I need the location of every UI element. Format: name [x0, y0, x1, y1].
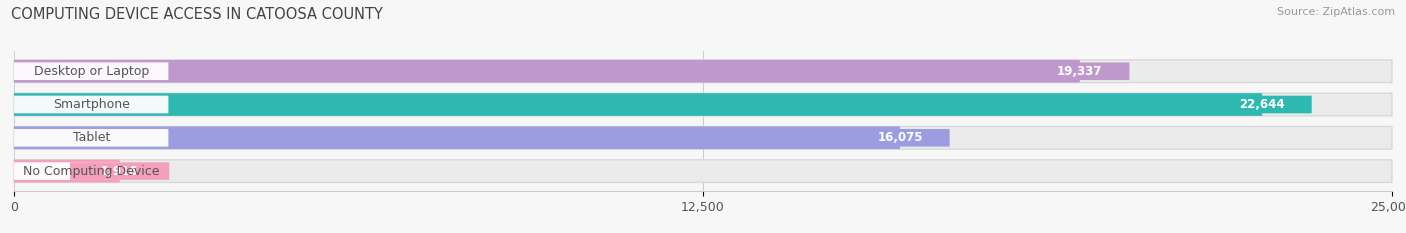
Text: 16,075: 16,075 [877, 131, 922, 144]
FancyBboxPatch shape [14, 129, 169, 147]
Text: 22,644: 22,644 [1239, 98, 1285, 111]
FancyBboxPatch shape [14, 162, 169, 180]
FancyBboxPatch shape [14, 93, 1392, 116]
Text: Desktop or Laptop: Desktop or Laptop [34, 65, 149, 78]
FancyBboxPatch shape [14, 60, 1080, 82]
FancyBboxPatch shape [14, 96, 169, 113]
Text: 19,337: 19,337 [1057, 65, 1102, 78]
FancyBboxPatch shape [1212, 96, 1312, 113]
FancyBboxPatch shape [70, 162, 169, 180]
FancyBboxPatch shape [14, 62, 169, 80]
FancyBboxPatch shape [14, 127, 1392, 149]
Text: Source: ZipAtlas.com: Source: ZipAtlas.com [1277, 7, 1395, 17]
Text: 1,916: 1,916 [101, 164, 138, 178]
FancyBboxPatch shape [851, 129, 949, 147]
FancyBboxPatch shape [14, 160, 120, 182]
FancyBboxPatch shape [14, 160, 1392, 182]
Text: COMPUTING DEVICE ACCESS IN CATOOSA COUNTY: COMPUTING DEVICE ACCESS IN CATOOSA COUNT… [11, 7, 382, 22]
Text: Smartphone: Smartphone [53, 98, 129, 111]
FancyBboxPatch shape [14, 93, 1263, 116]
FancyBboxPatch shape [14, 60, 1392, 82]
FancyBboxPatch shape [14, 127, 900, 149]
FancyBboxPatch shape [1031, 62, 1129, 80]
Text: No Computing Device: No Computing Device [22, 164, 159, 178]
Text: Tablet: Tablet [73, 131, 110, 144]
